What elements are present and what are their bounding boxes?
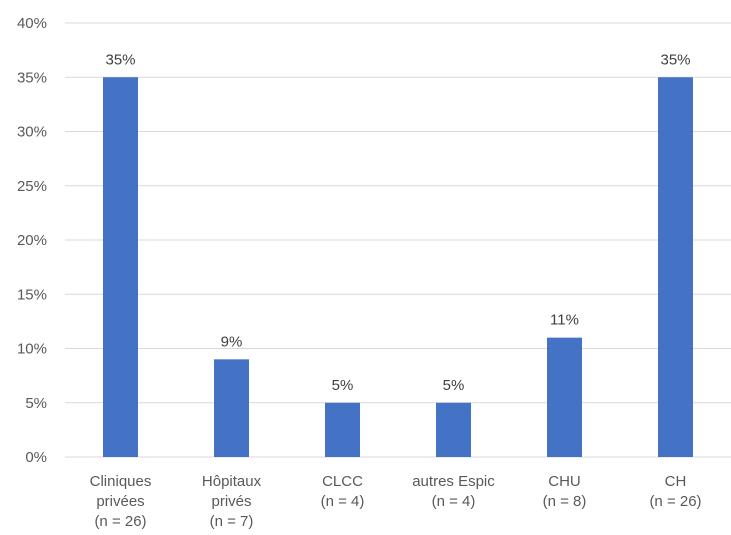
x-tick-label: CHU — [548, 473, 581, 490]
y-tick-label: 20% — [17, 232, 47, 249]
x-tick-label: autres Espic — [412, 473, 495, 490]
x-tick-label: Hôpitaux — [202, 473, 262, 490]
x-tick-label: (n = 4) — [432, 493, 476, 510]
x-axis: Cliniques privées (n = 26) Hôpitaux privés (n… — [90, 473, 702, 530]
bar — [325, 402, 360, 457]
bar — [214, 359, 249, 457]
y-tick-label: 30% — [17, 124, 47, 141]
x-tick-label: Cliniques — [90, 473, 152, 490]
x-tick-label: (n = 4) — [321, 493, 365, 510]
bar — [103, 77, 138, 457]
x-tick-label: CH — [665, 473, 687, 490]
data-label: 11% — [550, 312, 579, 329]
data-label: 5% — [443, 377, 465, 394]
x-tick-label: (n = 7) — [210, 513, 254, 530]
bar — [658, 77, 693, 457]
bar — [436, 402, 471, 457]
data-labels: 35% 9% 5% 5% 11% 35% — [105, 51, 690, 394]
y-tick-label: 35% — [17, 69, 47, 86]
data-label: 35% — [105, 51, 135, 68]
y-tick-label: 0% — [25, 449, 47, 466]
gridlines — [65, 22, 731, 458]
x-tick-label: (n = 26) — [94, 513, 146, 530]
data-label: 35% — [660, 51, 690, 68]
x-tick-label: CLCC — [322, 473, 363, 490]
x-tick-label: privés — [211, 493, 251, 510]
x-tick-label: (n = 8) — [543, 493, 587, 510]
y-tick-label: 40% — [17, 15, 47, 32]
y-tick-label: 5% — [25, 395, 47, 412]
y-axis: 0% 5% 10% 15% 20% 25% 30% 35% 40% — [17, 15, 47, 466]
bars — [103, 77, 693, 457]
data-label: 9% — [221, 333, 243, 350]
x-tick-label: (n = 26) — [649, 493, 701, 510]
y-tick-label: 10% — [17, 341, 47, 358]
y-tick-label: 25% — [17, 178, 47, 195]
data-label: 5% — [332, 377, 354, 394]
x-tick-label: privées — [96, 493, 144, 510]
bar — [547, 337, 582, 457]
y-tick-label: 15% — [17, 286, 47, 303]
